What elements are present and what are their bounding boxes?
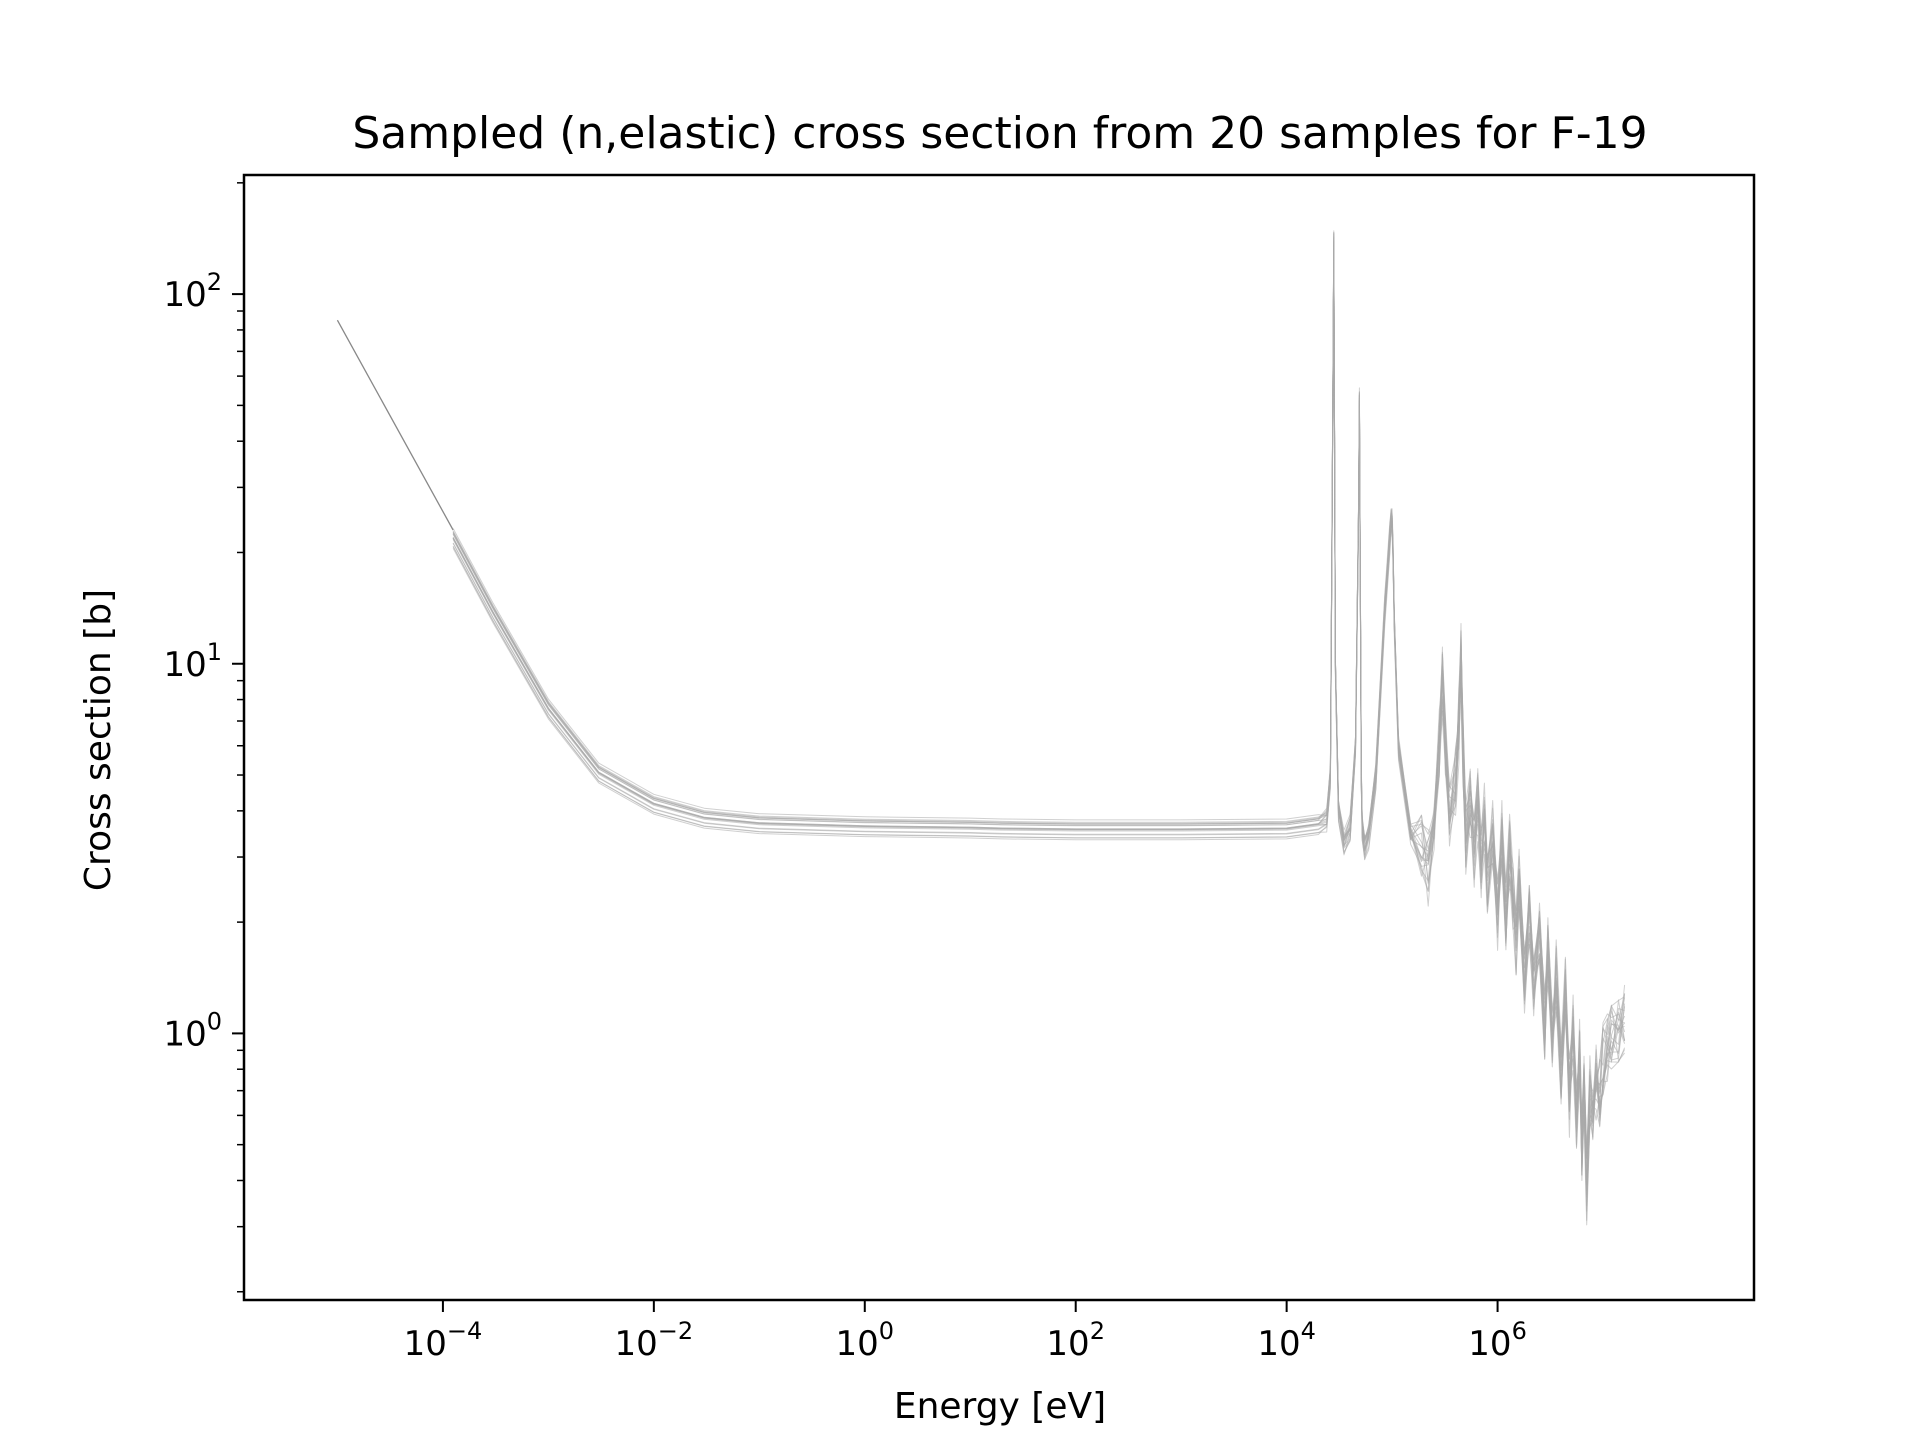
y-tick-label: 100 (163, 1007, 222, 1054)
x-axis-ticks: 10−4 10−2 100 102 104 106 (404, 1300, 1527, 1364)
plot-frame (242, 173, 1756, 1302)
y-tick-label: 101 (163, 638, 222, 685)
x-tick-label: 10−2 (615, 1317, 694, 1364)
chart-title: Sampled (n,elastic) cross section from 2… (352, 108, 1647, 159)
x-tick-label: 102 (1046, 1317, 1105, 1364)
nominal-line (336, 319, 454, 531)
x-tick-label: 106 (1468, 1317, 1527, 1364)
y-axis-label: Cross section [b] (78, 589, 119, 891)
sample-line (452, 245, 1626, 1179)
x-axis-label: Energy [eV] (894, 1386, 1106, 1427)
y-axis-ticks: 100 101 102 (163, 268, 244, 1054)
x-tick-label: 100 (836, 1317, 895, 1364)
x-tick-label: 10−4 (404, 1317, 483, 1364)
sample-line (452, 232, 1626, 1159)
sample-line (452, 249, 1626, 1226)
x-tick-label: 104 (1257, 1317, 1316, 1364)
y-tick-label: 102 (163, 268, 222, 315)
series-group (336, 230, 1626, 1226)
